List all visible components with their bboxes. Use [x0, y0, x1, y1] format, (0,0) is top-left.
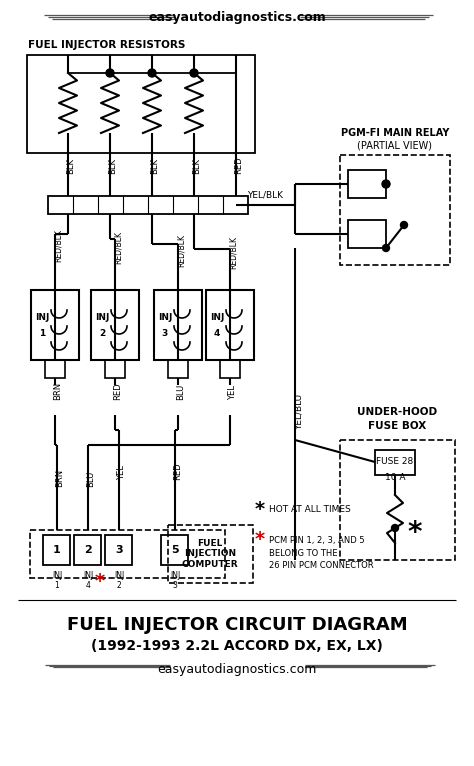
Text: INJ: INJ	[95, 313, 109, 322]
Text: INJ: INJ	[210, 313, 224, 322]
Text: 2: 2	[117, 581, 121, 591]
Text: RED/BLK: RED/BLK	[54, 229, 63, 262]
Text: BLU: BLU	[176, 384, 185, 400]
Text: RED/BLK: RED/BLK	[228, 236, 237, 269]
Bar	[45, 360, 65, 378]
Text: *: *	[255, 500, 265, 519]
Text: BLK: BLK	[66, 158, 75, 174]
Text: RED: RED	[113, 382, 122, 400]
Text: 1: 1	[55, 581, 59, 591]
Bar	[43, 535, 70, 565]
Bar	[31, 290, 79, 360]
Text: YEL: YEL	[228, 385, 237, 400]
Text: BLK: BLK	[151, 158, 159, 174]
Circle shape	[148, 69, 156, 77]
Text: FUEL
INJECTION
COMPUTER: FUEL INJECTION COMPUTER	[182, 539, 238, 569]
Text: FUEL INJECTOR RESISTORS: FUEL INJECTOR RESISTORS	[28, 40, 185, 50]
Circle shape	[383, 244, 390, 251]
Bar	[348, 170, 386, 198]
Text: BLK: BLK	[109, 158, 118, 174]
Text: BLK: BLK	[192, 158, 201, 174]
Text: RED/BLK: RED/BLK	[113, 231, 122, 264]
Text: 2: 2	[84, 545, 92, 555]
Text: INJ: INJ	[83, 571, 93, 581]
Text: RED/BLK: RED/BLK	[176, 234, 185, 267]
Text: BELONG TO THE: BELONG TO THE	[269, 548, 337, 558]
Text: (PARTIAL VIEW): (PARTIAL VIEW)	[357, 140, 432, 150]
Bar	[206, 290, 254, 360]
Text: INJ: INJ	[158, 313, 172, 322]
Text: (1992-1993 2.2L ACCORD DX, EX, LX): (1992-1993 2.2L ACCORD DX, EX, LX)	[91, 639, 383, 653]
Bar	[105, 360, 125, 378]
Text: FUSE BOX: FUSE BOX	[368, 421, 426, 431]
Text: PGM-FI MAIN RELAY: PGM-FI MAIN RELAY	[341, 128, 449, 138]
Text: easyautodiagnostics.com: easyautodiagnostics.com	[157, 663, 317, 676]
Text: FUEL INJECTOR CIRCUIT DIAGRAM: FUEL INJECTOR CIRCUIT DIAGRAM	[67, 616, 407, 634]
Text: YEL/BLU: YEL/BLU	[294, 394, 303, 430]
Circle shape	[106, 69, 114, 77]
Text: YEL/BLK: YEL/BLK	[247, 190, 283, 199]
Text: *: *	[255, 531, 265, 549]
Text: 3: 3	[162, 329, 168, 338]
Text: BLU: BLU	[86, 471, 95, 487]
Circle shape	[392, 525, 399, 532]
Bar	[154, 290, 202, 360]
Text: BRN: BRN	[54, 382, 63, 400]
Bar	[27, 55, 255, 153]
Bar	[161, 535, 188, 565]
Bar	[348, 220, 386, 248]
Bar	[48, 196, 248, 214]
Text: INJ: INJ	[35, 313, 49, 322]
Bar	[74, 535, 101, 565]
Text: UNDER-HOOD: UNDER-HOOD	[357, 407, 437, 417]
Text: 1: 1	[39, 329, 45, 338]
Text: BRN: BRN	[55, 469, 64, 487]
Bar	[375, 450, 415, 475]
Bar	[340, 440, 455, 560]
Text: RED: RED	[235, 156, 244, 174]
Text: *: *	[408, 519, 422, 547]
Text: 5: 5	[171, 545, 179, 555]
Text: 26 PIN PCM CONNECTOR: 26 PIN PCM CONNECTOR	[269, 561, 374, 571]
Bar	[91, 290, 139, 360]
Text: YEL: YEL	[118, 465, 127, 480]
Text: 4: 4	[86, 581, 91, 591]
Text: easyautodiagnostics.com: easyautodiagnostics.com	[148, 11, 326, 25]
Text: FUSE 28: FUSE 28	[376, 457, 414, 466]
Text: INJ: INJ	[114, 571, 124, 581]
Text: 1: 1	[53, 545, 61, 555]
Bar	[220, 360, 240, 378]
Text: 10 A: 10 A	[385, 473, 405, 483]
Text: 3: 3	[115, 545, 123, 555]
Circle shape	[401, 221, 408, 228]
Text: 2: 2	[99, 329, 105, 338]
Text: RED: RED	[173, 463, 182, 480]
Circle shape	[190, 69, 198, 77]
Text: HOT AT ALL TIMES: HOT AT ALL TIMES	[269, 506, 351, 515]
Bar	[105, 535, 132, 565]
Circle shape	[382, 180, 390, 188]
Text: 3: 3	[173, 581, 177, 591]
Text: INJ: INJ	[52, 571, 62, 581]
Bar	[340, 155, 450, 265]
Text: PCM PIN 1, 2, 3, AND 5: PCM PIN 1, 2, 3, AND 5	[269, 535, 365, 545]
Bar	[168, 360, 188, 378]
Bar	[30, 530, 225, 578]
Text: INJ: INJ	[170, 571, 180, 581]
Text: 4: 4	[214, 329, 220, 338]
Bar	[168, 525, 253, 583]
Text: *: *	[95, 571, 105, 591]
